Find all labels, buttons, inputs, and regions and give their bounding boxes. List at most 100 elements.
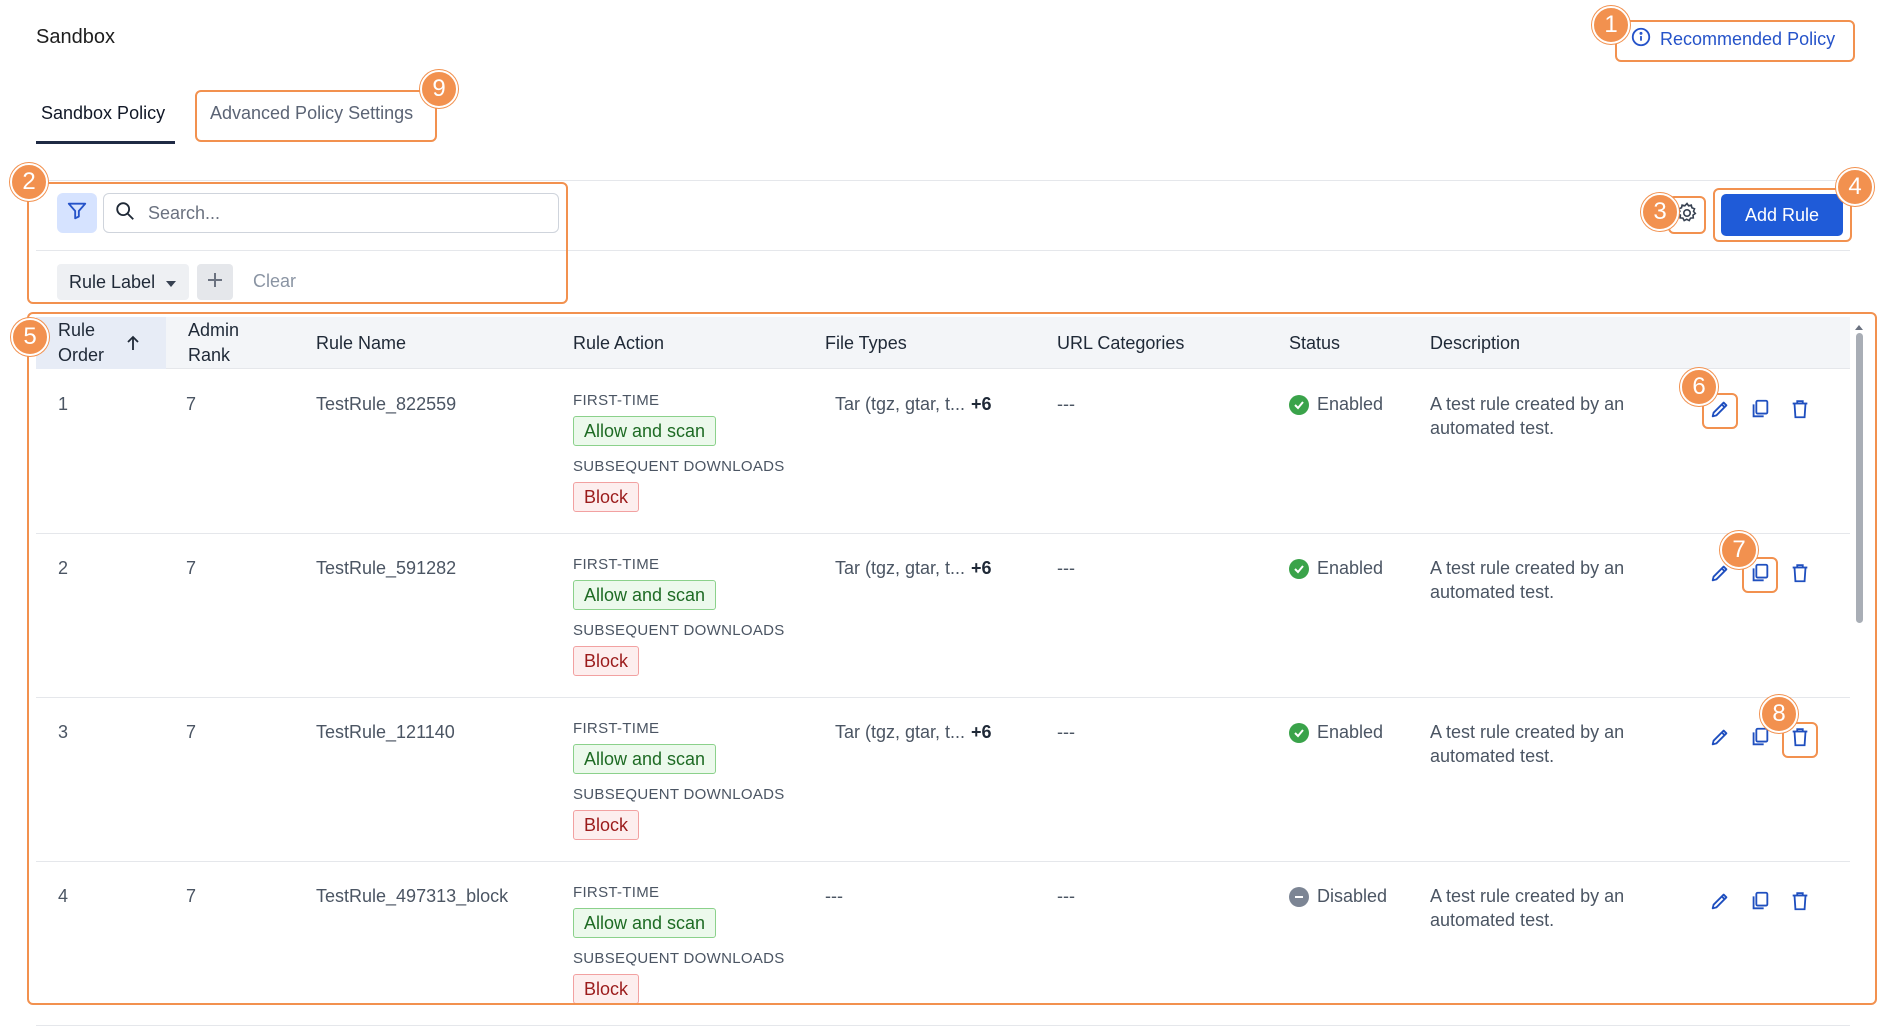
search-input[interactable] bbox=[146, 201, 546, 225]
first-time-label: FIRST-TIME bbox=[573, 392, 660, 409]
file-types-value: Tar (tgz, gtar, t... bbox=[835, 558, 966, 578]
sorted-column-highlight bbox=[36, 317, 166, 369]
status-label: Enabled bbox=[1317, 722, 1384, 742]
file-types-more-count[interactable]: +6 bbox=[971, 394, 992, 414]
vertical-scrollbar-thumb[interactable] bbox=[1856, 333, 1863, 623]
rule-name-cell: TestRule_121140 bbox=[316, 722, 455, 742]
file-types-cell: Tar (tgz, gtar, t... +6 bbox=[835, 722, 992, 743]
column-header-status[interactable]: Status bbox=[1289, 333, 1341, 353]
subsequent-downloads-label: SUBSEQUENT DOWNLOADS bbox=[573, 622, 785, 639]
divider bbox=[36, 250, 1850, 251]
column-header-url-categories[interactable]: URL Categories bbox=[1057, 333, 1185, 353]
rule-name-cell: TestRule_497313_block bbox=[316, 886, 509, 906]
admin-rank-cell: 7 bbox=[186, 722, 197, 742]
file-types-more-count[interactable]: +6 bbox=[971, 558, 992, 578]
column-header-rule-name[interactable]: Rule Name bbox=[316, 333, 407, 353]
scroll-up-arrow-icon[interactable] bbox=[1853, 320, 1865, 332]
table-settings-button[interactable] bbox=[1672, 200, 1702, 230]
annotation-marker-1: 1 bbox=[1592, 6, 1630, 44]
column-header-rule-action[interactable]: Rule Action bbox=[573, 333, 665, 353]
annotation-box-add-rule bbox=[1713, 188, 1852, 242]
file-types-value: Tar (tgz, gtar, t... bbox=[835, 722, 966, 742]
admin-rank-cell: 7 bbox=[186, 886, 197, 906]
copy-icon bbox=[1749, 726, 1771, 753]
file-types-more-count[interactable]: +6 bbox=[971, 722, 992, 742]
first-time-action-badge: Allow and scan bbox=[573, 744, 717, 774]
page-title: Sandbox bbox=[36, 26, 115, 48]
annotation-marker-6: 6 bbox=[1680, 368, 1718, 406]
pencil-icon bbox=[1709, 562, 1731, 589]
admin-rank-cell: 7 bbox=[186, 394, 197, 414]
annotation-marker-5: 5 bbox=[11, 318, 49, 356]
recommended-policy-button[interactable]: Recommended Policy bbox=[1630, 26, 1835, 53]
delete-rule-button[interactable] bbox=[1787, 398, 1813, 424]
add-filter-button[interactable] bbox=[197, 264, 233, 300]
copy-icon bbox=[1749, 890, 1771, 917]
copy-rule-button[interactable] bbox=[1747, 726, 1773, 752]
rule-order-cell: 2 bbox=[58, 558, 69, 578]
column-header-admin-rank[interactable]: Admin Rank bbox=[188, 320, 240, 365]
description-cell: A test rule created by an automated test… bbox=[1430, 558, 1625, 602]
description-cell: A test rule created by an automated test… bbox=[1430, 394, 1625, 438]
annotation-box-table bbox=[27, 312, 1877, 1005]
copy-icon bbox=[1749, 562, 1771, 589]
first-time-label: FIRST-TIME bbox=[573, 884, 660, 901]
copy-rule-button[interactable] bbox=[1747, 562, 1773, 588]
subsequent-action-badge: Block bbox=[573, 810, 640, 840]
annotation-marker-8: 8 bbox=[1760, 695, 1798, 733]
clear-filters-link[interactable]: Clear bbox=[253, 271, 297, 291]
status-cell: Enabled bbox=[1289, 394, 1383, 415]
table-row[interactable] bbox=[36, 862, 1850, 1026]
subsequent-downloads-label: SUBSEQUENT DOWNLOADS bbox=[573, 950, 785, 967]
table-row[interactable] bbox=[36, 698, 1850, 862]
add-rule-button[interactable]: Add Rule bbox=[1721, 194, 1843, 236]
delete-rule-button[interactable] bbox=[1787, 726, 1813, 752]
table-row[interactable] bbox=[36, 534, 1850, 698]
url-categories-cell: --- bbox=[1057, 558, 1075, 578]
column-header-file-types[interactable]: File Types bbox=[825, 333, 907, 353]
filter-icon bbox=[66, 200, 88, 227]
delete-rule-button[interactable] bbox=[1787, 890, 1813, 916]
table-header bbox=[36, 317, 1850, 369]
description-cell: A test rule created by an automated test… bbox=[1430, 722, 1625, 766]
copy-rule-button[interactable] bbox=[1747, 890, 1773, 916]
rule-order-cell: 4 bbox=[58, 886, 69, 906]
trash-icon bbox=[1789, 562, 1811, 589]
url-categories-cell: --- bbox=[1057, 722, 1075, 742]
plus-icon bbox=[205, 270, 225, 295]
delete-rule-button[interactable] bbox=[1787, 562, 1813, 588]
rule-order-cell: 3 bbox=[58, 722, 69, 742]
annotation-box-copy bbox=[1742, 557, 1778, 593]
annotation-box-advanced-settings bbox=[195, 90, 437, 142]
description-cell: A test rule created by an automated test… bbox=[1430, 886, 1625, 930]
edit-rule-button[interactable] bbox=[1707, 890, 1733, 916]
copy-rule-button[interactable] bbox=[1747, 398, 1773, 424]
sort-ascending-icon[interactable] bbox=[124, 334, 142, 357]
annotation-marker-3: 3 bbox=[1641, 193, 1679, 231]
search-icon bbox=[114, 200, 136, 227]
table-row[interactable] bbox=[36, 370, 1850, 534]
tab-advanced-policy-settings[interactable]: Advanced Policy Settings bbox=[210, 103, 414, 123]
pencil-icon bbox=[1709, 398, 1731, 425]
column-header-description[interactable]: Description bbox=[1430, 333, 1521, 353]
edit-rule-button[interactable] bbox=[1707, 726, 1733, 752]
trash-icon bbox=[1789, 726, 1811, 753]
first-time-action-badge: Allow and scan bbox=[573, 908, 717, 938]
tab-sandbox-policy[interactable]: Sandbox Policy bbox=[41, 103, 166, 123]
annotation-box-recommended-policy bbox=[1615, 20, 1855, 62]
status-label: Enabled bbox=[1317, 558, 1384, 578]
copy-icon bbox=[1749, 398, 1771, 425]
search-field[interactable] bbox=[103, 193, 559, 233]
rule-label-filter-label: Rule Label bbox=[69, 271, 156, 292]
column-header-rule-order[interactable]: Rule Order bbox=[58, 320, 105, 365]
annotation-box-search-filter bbox=[27, 182, 568, 304]
pencil-icon bbox=[1709, 890, 1731, 917]
first-time-label: FIRST-TIME bbox=[573, 556, 660, 573]
minus-circle-icon bbox=[1289, 886, 1309, 907]
edit-rule-button[interactable] bbox=[1707, 398, 1733, 424]
edit-rule-button[interactable] bbox=[1707, 562, 1733, 588]
annotation-marker-7: 7 bbox=[1720, 531, 1758, 569]
pencil-icon bbox=[1709, 726, 1731, 753]
filter-button[interactable] bbox=[57, 193, 97, 233]
rule-label-filter-dropdown[interactable]: Rule Label bbox=[57, 264, 190, 300]
